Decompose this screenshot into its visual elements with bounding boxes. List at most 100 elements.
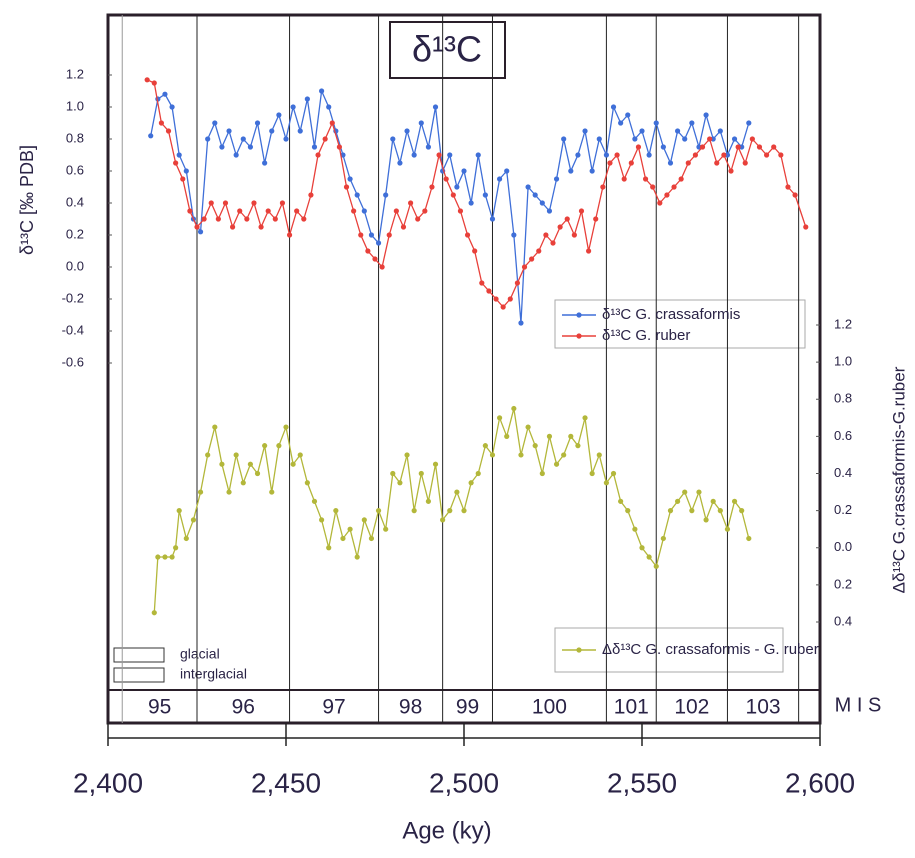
data-point [272,216,278,222]
data-point [336,144,342,150]
data-point [340,535,346,542]
mis-label: M I S [835,694,882,716]
data-point [497,415,503,421]
data-point [436,152,442,158]
data-point [294,208,300,214]
y-tick-label: 0.8 [66,130,84,145]
y-tick-label: -0.6 [62,354,84,369]
data-point [315,152,321,158]
data-point [447,508,453,514]
data-point [724,526,731,532]
data-point [397,160,403,166]
data-point [311,498,318,504]
data-point [593,216,599,222]
data-point [632,526,638,532]
data-point [425,498,431,504]
data-point [347,526,353,532]
mis-stage: 95 [148,696,171,719]
data-point [215,216,221,222]
y-tick-label: 0.4 [66,194,84,209]
data-point [358,232,364,238]
data-point [539,200,545,206]
data-point [411,152,417,158]
data-point [237,208,243,214]
data-point [251,200,257,206]
data-point [148,133,154,139]
data-point [354,554,360,560]
data-point [568,433,574,439]
data-point [614,152,620,158]
data-point [475,470,481,477]
data-point [212,424,218,430]
data-point [628,160,634,166]
data-point [450,192,456,198]
data-point [343,184,350,190]
data-point [610,104,617,110]
data-point [415,216,421,222]
data-point [764,152,770,158]
title-box [389,21,506,79]
data-point [785,184,791,190]
data-point [532,192,538,198]
data-point [283,424,289,430]
data-point [212,120,218,126]
legend-label: Δδ¹³C G. crassaformis - G. ruber [602,641,819,658]
data-point [244,216,250,222]
data-point [187,208,193,214]
data-point [742,160,748,166]
chart-title: δ¹³C [412,29,482,70]
data-point [404,452,410,458]
data-point [689,508,695,514]
data-point [717,508,723,514]
data-point [603,152,610,158]
data-point [286,232,293,238]
data-point [518,452,524,458]
mis-stage: 103 [746,696,781,719]
mis-stage: 100 [532,696,567,719]
data-point [319,88,325,94]
data-point [454,489,460,495]
data-point [151,610,157,616]
data-point [707,136,713,142]
data-point [425,144,431,150]
data-point [361,208,367,214]
data-point [297,128,303,134]
data-point [682,136,688,142]
data-point [190,517,197,523]
data-point [635,144,642,150]
data-point [650,184,656,190]
data-point [504,168,510,174]
y2-tick-label: 0.8 [834,391,852,406]
y-tick-label: 1.2 [66,66,84,81]
data-point [230,224,236,230]
data-point [667,508,674,514]
x-tick-label: 2,550 [607,767,677,798]
data-point [578,208,585,214]
data-point [176,152,182,158]
data-point [625,112,631,118]
data-point [756,144,763,150]
data-point [400,224,407,230]
data-point [432,104,439,110]
interglacial-box [113,667,165,683]
data-point [240,480,246,486]
data-point [675,498,681,504]
data-point [596,136,602,142]
mis-stage: 99 [456,696,479,719]
data-point [675,128,681,134]
data-point [532,443,538,449]
data-point [254,120,261,126]
data-point [575,443,581,449]
data-point [269,128,275,134]
y2-tick-label: 0.2 [834,502,852,517]
data-point [418,120,424,126]
data-point [642,176,649,182]
data-point [731,136,738,142]
y-tick-label: -0.2 [62,290,84,305]
data-point [653,120,659,126]
data-point [422,208,428,214]
data-point [404,128,410,134]
data-point [618,498,624,504]
data-point [265,208,271,214]
